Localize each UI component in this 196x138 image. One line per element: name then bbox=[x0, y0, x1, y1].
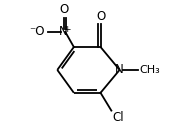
Text: N: N bbox=[115, 63, 124, 76]
Text: Cl: Cl bbox=[112, 111, 124, 124]
Text: O: O bbox=[59, 3, 68, 16]
Text: N: N bbox=[59, 25, 68, 38]
Text: CH₃: CH₃ bbox=[139, 65, 160, 75]
Text: +: + bbox=[64, 25, 71, 34]
Text: ⁻O: ⁻O bbox=[29, 25, 45, 38]
Text: O: O bbox=[96, 10, 105, 23]
